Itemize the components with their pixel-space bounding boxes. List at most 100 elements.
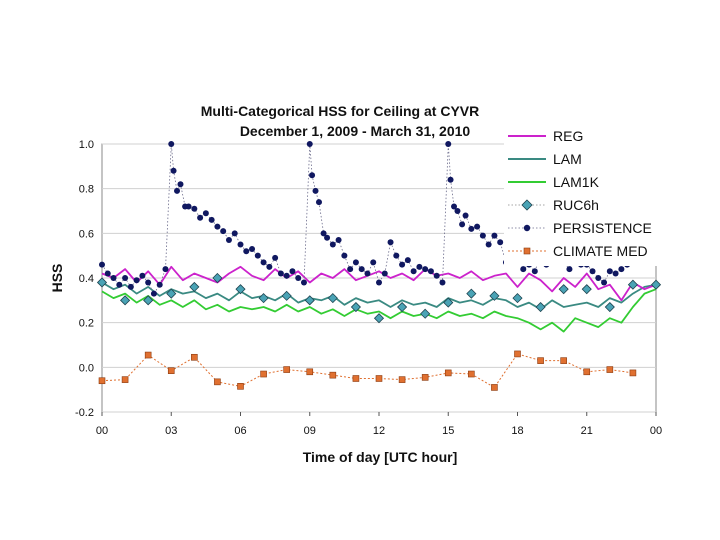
data-point <box>324 234 331 241</box>
data-point <box>289 268 296 275</box>
data-point <box>444 369 452 377</box>
legend-swatch <box>523 247 531 255</box>
y-tick-labels: -0.2 0.0 0.2 0.4 0.6 0.8 1.0 <box>75 139 94 419</box>
legend-item-ruc6h: RUC6h <box>508 197 599 213</box>
data-point <box>514 350 521 358</box>
y-tick-label: -0.2 <box>75 407 94 419</box>
series-line-lam1k <box>101 288 657 333</box>
data-point <box>260 370 267 378</box>
legend-label: LAM <box>553 151 582 167</box>
data-point <box>197 214 204 221</box>
data-point <box>566 266 573 273</box>
data-point <box>462 212 469 219</box>
data-point <box>606 268 613 275</box>
x-tick-label: 12 <box>373 425 385 437</box>
y-tick-label: 0.8 <box>79 184 94 196</box>
legend-item-lam1k: LAM1K <box>508 174 600 190</box>
x-tick-label: 09 <box>304 425 316 437</box>
data-point <box>370 259 377 266</box>
data-point <box>300 279 307 286</box>
data-point <box>364 270 371 277</box>
data-point <box>214 378 221 386</box>
x-tick-label: 15 <box>442 425 454 437</box>
x-tick-label: 21 <box>581 425 593 437</box>
data-point <box>260 259 267 266</box>
data-point <box>96 277 108 288</box>
data-point <box>306 141 313 147</box>
data-point <box>144 351 152 359</box>
data-point <box>433 272 440 279</box>
data-point <box>535 301 546 313</box>
data-point <box>352 375 360 382</box>
data-point <box>156 281 163 288</box>
data-point <box>459 221 466 228</box>
data-point <box>497 239 504 246</box>
data-point <box>231 230 238 237</box>
data-point <box>214 223 221 230</box>
data-point <box>404 257 411 264</box>
data-point <box>208 216 215 223</box>
legend-label: REG <box>553 128 583 144</box>
data-point <box>225 237 232 244</box>
y-tick-label: 0.6 <box>79 228 94 240</box>
data-point <box>421 374 429 381</box>
data-point <box>376 279 382 286</box>
y-tick-label: 1.0 <box>79 139 94 151</box>
data-point <box>520 266 527 273</box>
data-point <box>427 268 434 275</box>
data-point <box>491 384 498 391</box>
data-point <box>121 376 129 383</box>
data-point <box>295 275 302 281</box>
data-point <box>304 295 315 306</box>
data-point <box>254 252 261 259</box>
data-point <box>416 263 423 270</box>
data-point <box>170 167 177 174</box>
data-point <box>512 293 523 304</box>
series-line-reg <box>101 265 657 302</box>
legend-swatch <box>523 224 531 232</box>
y-tick-label: 0.0 <box>79 362 94 374</box>
data-point <box>347 266 354 273</box>
data-point <box>167 367 175 374</box>
y-tick-label: 0.4 <box>79 273 94 285</box>
data-point <box>335 237 342 244</box>
x-tick-labels: 00 03 06 09 12 15 18 21 00 <box>96 412 662 437</box>
legend-label: LAM1K <box>553 174 600 190</box>
data-point <box>373 313 385 324</box>
data-point <box>629 369 637 377</box>
data-point <box>116 281 123 288</box>
data-point <box>381 270 388 277</box>
legend-swatch <box>521 199 533 211</box>
x-tick-label: 00 <box>96 425 108 437</box>
data-point <box>604 301 615 313</box>
data-point <box>174 187 181 194</box>
data-point <box>397 301 408 313</box>
data-point <box>110 275 117 281</box>
data-point <box>283 366 290 373</box>
data-point <box>589 268 596 275</box>
data-point <box>489 290 500 301</box>
data-point <box>120 295 131 306</box>
x-tick-label: 03 <box>165 425 177 437</box>
legend-box <box>504 114 660 266</box>
data-point <box>309 172 316 179</box>
x-tick-label: 00 <box>650 425 662 437</box>
data-point <box>447 176 454 183</box>
legend-label: RUC6h <box>553 197 599 213</box>
data-point <box>606 366 614 373</box>
data-point <box>474 223 481 230</box>
data-point <box>127 283 134 290</box>
x-tick-label: 06 <box>234 425 246 437</box>
data-point <box>243 248 250 255</box>
data-point <box>162 266 169 273</box>
y-tick-label: 0.2 <box>79 318 94 330</box>
data-point <box>443 297 454 308</box>
data-point <box>329 241 336 248</box>
x-tick-label: 18 <box>511 425 523 437</box>
series-ruc6h <box>96 272 662 324</box>
data-point <box>491 232 498 239</box>
data-point <box>237 241 244 248</box>
data-point <box>387 239 394 246</box>
data-point <box>558 284 569 295</box>
